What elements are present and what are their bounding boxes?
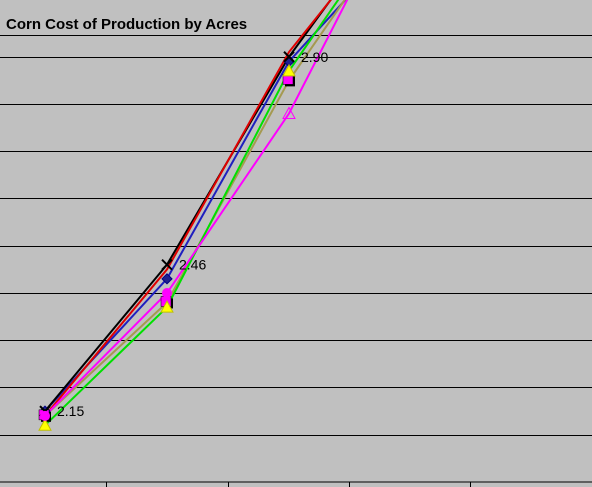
marker-series-3 — [282, 63, 296, 77]
marker-series-4 — [161, 258, 173, 271]
data-labels: 2.152.462.903.253.603.533.31 — [57, 49, 328, 419]
marker-series-3 — [38, 418, 52, 431]
grid-lines — [0, 35, 592, 487]
marker-series-1 — [161, 273, 173, 285]
marker-series-3 — [160, 300, 174, 313]
series-line-6 — [44, 0, 349, 417]
data-label: 2.15 — [57, 403, 84, 419]
marker-series-6 — [282, 106, 296, 119]
marker-series-6 — [40, 410, 50, 421]
data-label: 2.90 — [301, 49, 328, 65]
marker-series-4 — [283, 51, 295, 63]
chart-title: Corn Cost of Production by Acres — [6, 16, 247, 33]
series-markers — [38, 51, 296, 431]
data-label: 2.46 — [179, 257, 206, 273]
marker-series-6 — [162, 288, 172, 298]
series-line-5 — [44, 0, 332, 417]
